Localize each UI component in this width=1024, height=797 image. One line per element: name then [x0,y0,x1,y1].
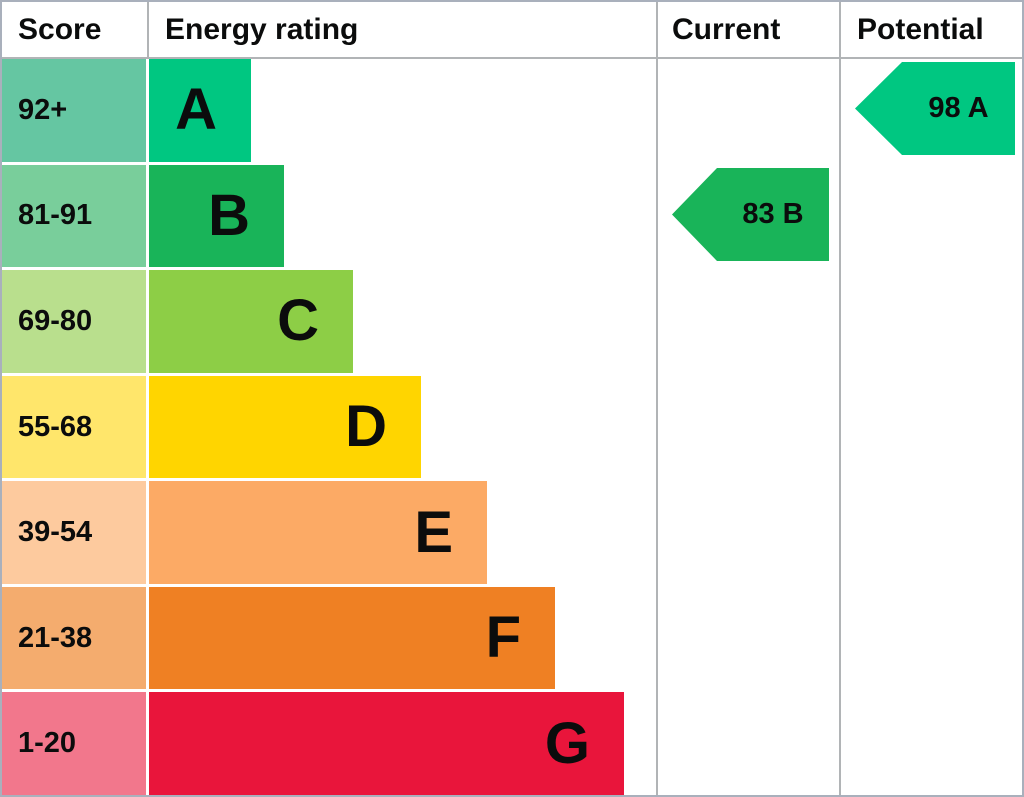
header-energy-rating-label: Energy rating [165,12,359,46]
band-d-score-cell: 55-68 [2,375,146,479]
header-score-label: Score [18,12,102,46]
band-c-letter: C [277,288,319,354]
divider-energy-current [656,2,658,795]
band-row-c: 69-80 C [2,270,1022,373]
band-b-bar: B [149,164,284,268]
band-f-score-cell: 21-38 [2,586,146,690]
band-b-score-cell: 81-91 [2,164,146,268]
header-potential: Potential [839,2,1022,57]
band-f-bar: F [149,586,555,690]
header-potential-label: Potential [857,12,984,46]
divider-current-potential [839,2,841,795]
current-rating-label: 83 B [742,198,804,230]
band-d-bar: D [149,375,421,479]
band-f-letter: F [485,605,521,671]
bands-area: 92+ A 81-91 B 69-80 C 55-68 D 39-54 E 21… [2,59,1022,795]
band-row-f: 21-38 F [2,586,1022,690]
band-g-letter: G [544,710,590,776]
band-c-score-cell: 69-80 [2,270,146,373]
band-e-letter: E [414,499,453,565]
band-a-score-range: 92+ [18,93,68,126]
band-c-score-range: 69-80 [18,304,93,337]
band-f-score-range: 21-38 [18,621,93,654]
band-row-e: 39-54 E [2,481,1022,584]
band-row-d: 55-68 D [2,375,1022,479]
band-d-letter: D [345,394,387,460]
band-e-bar: E [149,481,487,584]
header-current-label: Current [672,12,781,46]
band-a-score-cell: 92+ [2,59,146,162]
band-row-g: 1-20 G [2,692,1022,795]
band-b-score-range: 81-91 [18,199,93,232]
table-header: Score Energy rating Current Potential [2,2,1022,59]
band-row-b: 81-91 B [2,164,1022,268]
band-a-letter: A [175,77,217,143]
band-c-bar: C [149,270,353,373]
header-current: Current [656,2,839,57]
band-a-bar: A [149,59,251,162]
band-e-score-range: 39-54 [18,516,93,549]
band-g-bar: G [149,692,624,795]
potential-rating-label: 98 A [928,92,989,124]
header-energy-rating: Energy rating [149,2,656,57]
band-e-score-cell: 39-54 [2,481,146,584]
band-b-letter: B [208,182,250,248]
band-d-score-range: 55-68 [18,410,93,443]
band-g-score-range: 1-20 [18,727,77,760]
band-row-a: 92+ A [2,59,1022,162]
header-score: Score [2,2,149,57]
band-g-score-cell: 1-20 [2,692,146,795]
